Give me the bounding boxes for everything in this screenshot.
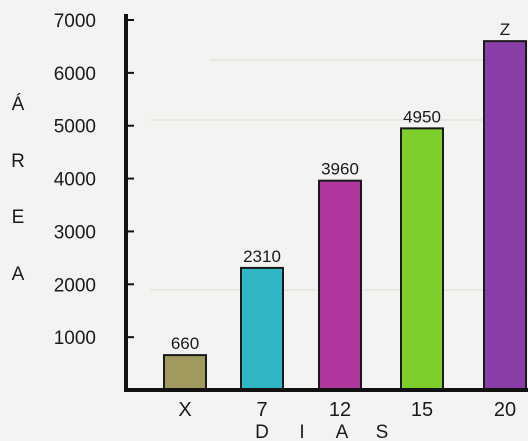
bars <box>163 40 527 392</box>
x-tick-label: 20 <box>494 399 516 421</box>
bar <box>400 127 444 391</box>
x-axis-letter: S <box>376 422 389 441</box>
bar <box>240 266 284 391</box>
x-axis-title: D I A S <box>255 422 388 441</box>
bar-data-label: 660 <box>171 334 199 353</box>
bar <box>163 354 207 392</box>
x-tick-label: 12 <box>329 399 351 421</box>
y-tick-label: 1000 <box>54 328 96 349</box>
x-axis-letter: I <box>299 422 304 441</box>
y-axis-title: Á R E A <box>11 94 25 285</box>
y-tick-label: 3000 <box>54 222 96 243</box>
y-axis-ticks: 1000 2000 3000 4000 5000 6000 7000 <box>54 11 134 349</box>
y-axis-letter: Á <box>12 94 25 115</box>
y-axis-letter: E <box>12 207 25 228</box>
x-axis-tick-labels: X 7 12 15 20 <box>178 399 516 421</box>
y-axis-letter: A <box>12 264 25 285</box>
bar-data-label: 4950 <box>403 107 441 126</box>
y-tick-label: 2000 <box>54 275 96 296</box>
x-tick-label: 7 <box>256 399 267 421</box>
x-axis-letter: D <box>255 422 269 441</box>
bar <box>318 179 362 391</box>
bar-data-label: Z <box>500 20 510 39</box>
x-tick-label: X <box>178 399 191 421</box>
data-labels: 660 2310 3960 4950 Z <box>171 20 510 353</box>
y-tick-label: 7000 <box>54 11 96 32</box>
y-tick-label: 4000 <box>54 170 96 191</box>
bar <box>483 40 527 392</box>
bar-data-label: 2310 <box>243 247 281 266</box>
x-tick-label: 15 <box>411 399 433 421</box>
bar-data-label: 3960 <box>321 160 359 179</box>
x-axis-letter: A <box>336 422 349 441</box>
y-tick-label: 6000 <box>54 64 96 85</box>
y-tick-label: 5000 <box>54 117 96 138</box>
y-axis-letter: R <box>11 151 25 172</box>
